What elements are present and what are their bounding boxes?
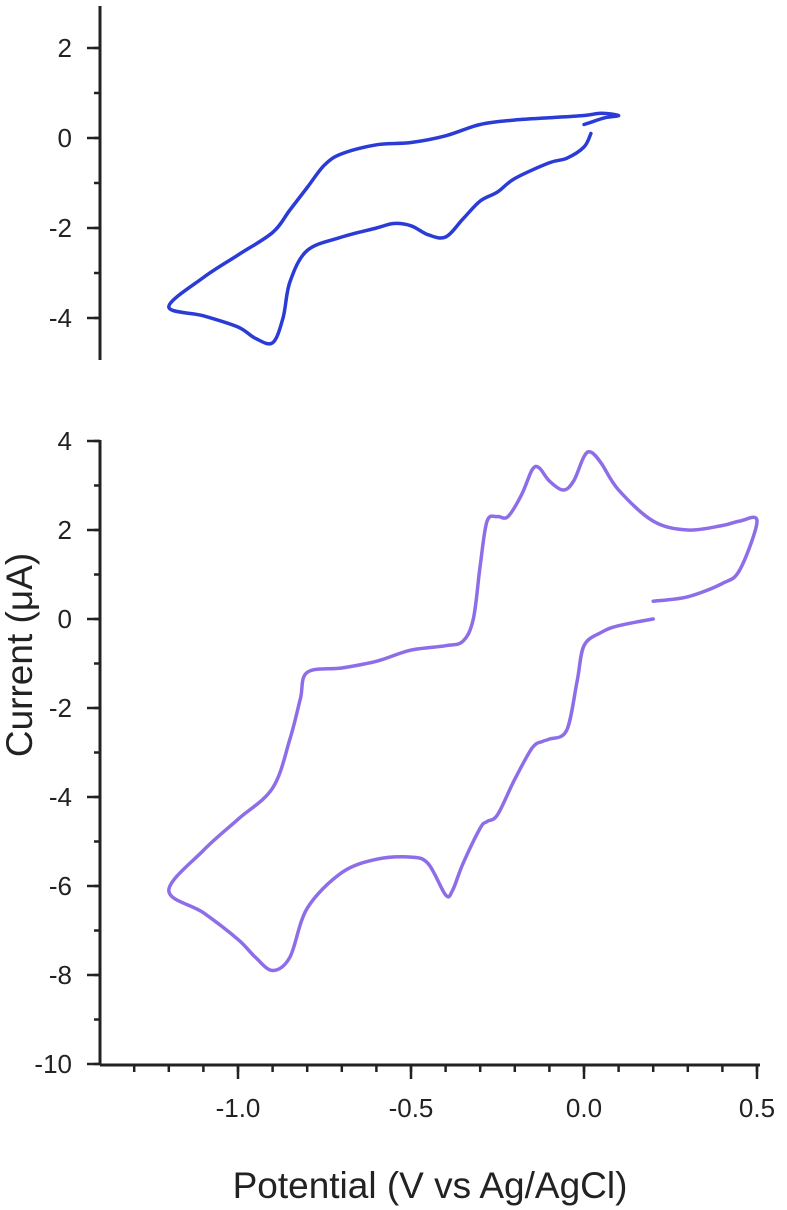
y-tick-label: 0 <box>58 123 72 153</box>
y-tick-label: 4 <box>58 426 72 456</box>
x-tick-label: 0.0 <box>566 1093 602 1123</box>
x-tick-label: -0.5 <box>389 1093 434 1123</box>
cv-series-line <box>167 449 759 973</box>
x-axis-title: Potential (V vs Ag/AgCl) <box>233 1165 628 1206</box>
bottom-panel: 4 2 0 -2 -4 -6 -8 -10 -1.0 -0.5 0.0 0.5 <box>34 426 775 1123</box>
top-panel: 2 0 -2 -4 <box>49 6 621 360</box>
y-tick-label: 2 <box>58 515 72 545</box>
y-tick-label: -6 <box>49 871 72 901</box>
y-tick-label: -4 <box>49 782 72 812</box>
y-tick-label: -10 <box>34 1049 72 1079</box>
y-tick-label: 0 <box>58 604 72 634</box>
y-axis-title: Current (μA) <box>0 553 40 757</box>
y-tick-label: -2 <box>49 693 72 723</box>
x-tick-label: -1.0 <box>216 1093 261 1123</box>
y-tick-label: 2 <box>58 33 72 63</box>
y-tick-label: -8 <box>49 960 72 990</box>
x-tick-label: 0.5 <box>739 1093 775 1123</box>
y-tick-label: -2 <box>49 213 72 243</box>
y-tick-label: -4 <box>49 303 72 333</box>
cv-series-line <box>167 111 621 346</box>
